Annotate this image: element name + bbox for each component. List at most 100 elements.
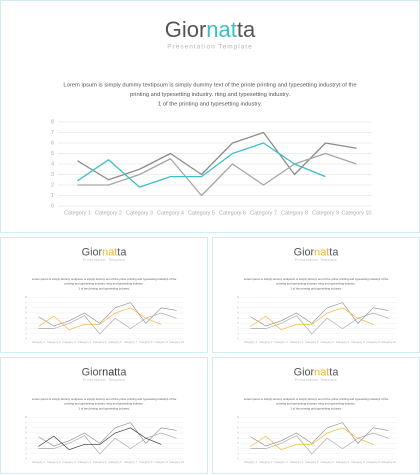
x-tick-label: Category 2 [47,340,61,344]
x-tick-label: Category 6 [320,340,334,344]
x-tick-label: Category 9 [155,340,169,344]
y-tick-label: 4 [237,316,239,320]
y-tick-label: 1 [51,193,54,199]
y-tick-label: 7 [51,130,54,136]
body-text: Lorem ipsum is simply dummy textipsum is… [32,277,177,281]
y-tick-label: 3 [237,441,239,445]
x-tick-label: Category 4 [290,340,304,344]
y-tick-label: 4 [51,161,54,167]
series-line [38,432,177,455]
x-tick-label: Category 8 [351,340,365,344]
x-tick-label: Category 1 [244,460,258,464]
x-tick-label: Category 6 [320,460,334,464]
x-tick-label: Category 4 [157,210,184,216]
x-tick-label: Category 4 [290,460,304,464]
slide-frame [0,357,208,474]
x-tick-label: Category 8 [351,460,365,464]
x-tick-label: Category 1 [32,460,46,464]
slide-frame [0,0,420,233]
y-tick-label: 6 [237,306,239,310]
y-tick-label: 7 [237,300,239,304]
x-tick-label: Category 3 [274,460,288,464]
x-tick-label: Category 8 [281,210,308,216]
series-line [250,312,389,335]
y-tick-label: 2 [25,446,27,450]
x-tick-label: Category 1 [32,340,46,344]
y-tick-label: 0 [237,337,239,341]
y-tick-label: 5 [237,311,239,315]
y-tick-label: 2 [25,326,27,330]
y-tick-label: 0 [51,203,54,209]
title-part: nat [314,246,329,258]
y-tick-label: 6 [237,426,239,430]
x-tick-label: Category 5 [93,460,107,464]
x-tick-label: Category 1 [64,210,91,216]
title-part: ta [117,246,127,258]
y-tick-label: 4 [237,436,239,440]
y-tick-label: 6 [25,426,27,430]
x-tick-label: Category 10 [169,460,184,464]
x-tick-label: Category 7 [124,340,138,344]
slide-frame [212,357,420,474]
x-tick-label: Category 5 [305,340,319,344]
x-tick-label: Category 2 [259,460,273,464]
body-text: 1 of the printing and typesetting indust… [158,102,262,108]
body-text: 1 of the printing and typesetting indust… [290,286,341,290]
series-line [38,312,177,335]
x-tick-label: Category 8 [139,340,153,344]
y-tick-label: 5 [51,151,54,157]
y-tick-label: 7 [237,420,239,424]
x-tick-label: Category 6 [219,210,246,216]
x-tick-label: Category 10 [169,340,184,344]
body-text: 1 of the printing and typesetting indust… [290,406,341,410]
body-text: Lorem ipsum is simply dummy textipsum is… [32,397,177,401]
title-part: Gior [82,366,103,378]
body-text: Lorem ipsum is simply dummy textipsum is… [244,277,389,281]
y-tick-label: 5 [25,431,27,435]
title-part: Gior [165,17,207,42]
series-line [77,152,357,197]
body-text: Lorem ipsum is simply dummy textipsum is… [63,83,356,89]
body-text: printing and typesetting industry. rting… [65,402,144,406]
y-tick-label: 8 [25,295,27,299]
x-tick-label: Category 10 [342,210,372,216]
y-tick-label: 4 [25,316,27,320]
y-tick-label: 5 [237,431,239,435]
slide-frame [212,237,420,353]
y-tick-label: 8 [25,415,27,419]
title-part: nat [102,366,117,378]
y-tick-label: 4 [25,436,27,440]
body-text: printing and typesetting industry. rting… [277,402,356,406]
title-part: nat [102,246,117,258]
x-tick-label: Category 7 [336,340,350,344]
y-tick-label: 3 [51,172,54,178]
title-part: ta [117,366,127,378]
x-tick-label: Category 3 [126,210,153,216]
title-part: Gior [294,366,315,378]
x-tick-label: Category 9 [367,460,381,464]
x-tick-label: Category 2 [95,210,122,216]
x-tick-label: Category 7 [336,460,350,464]
y-tick-label: 1 [237,452,239,456]
series-line [250,427,374,450]
x-tick-label: Category 6 [108,460,122,464]
x-tick-label: Category 5 [93,340,107,344]
slide-subtitle: Presentation Template [83,378,125,382]
series-line [250,432,389,455]
title-part: ta [329,366,339,378]
y-tick-label: 7 [25,420,27,424]
body-text: printing and typesetting industry. rting… [130,92,290,98]
y-tick-label: 6 [25,306,27,310]
x-tick-label: Category 6 [108,340,122,344]
y-tick-label: 1 [25,452,27,456]
slide-title: Giornatta [294,366,340,378]
x-tick-label: Category 2 [259,340,273,344]
y-tick-label: 0 [25,337,27,341]
series-line [77,142,326,188]
slide-title: Giornatta [82,366,128,378]
slide-subtitle: Presentation Template [167,44,253,51]
